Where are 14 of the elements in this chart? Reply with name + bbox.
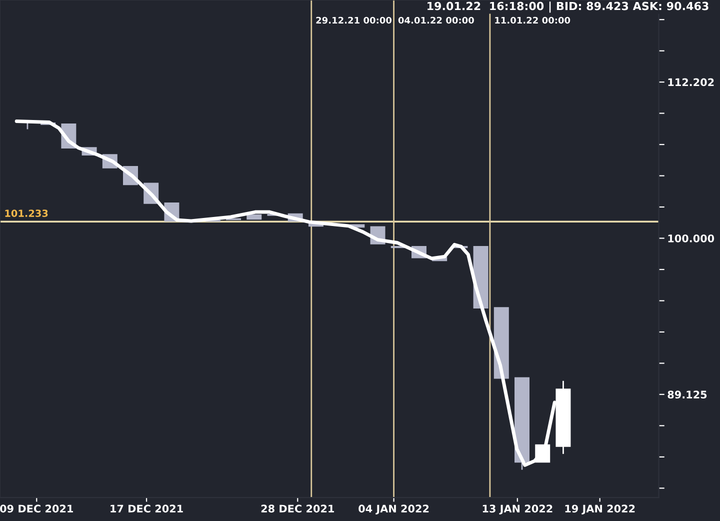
x-tick-label: 13 JAN 2022: [482, 504, 552, 514]
ref-line-label: 101.233: [5, 210, 48, 217]
y-tick-label: 112.202: [668, 78, 714, 86]
ref-line-label: 11.01.22 00:00: [495, 16, 570, 24]
y-tick-label: 100.000: [668, 234, 714, 242]
x-tick-label: 04 JAN 2022: [358, 504, 429, 514]
x-tick-label: 17 DEC 2021: [110, 504, 183, 513]
ref-line-label: 04.01.22 00:00: [398, 16, 474, 24]
x-tick-label: 28 DEC 2021: [261, 504, 334, 513]
ref-line-label: 29.12.21 00:00: [316, 16, 392, 24]
x-tick-label: 09 DEC 2021: [0, 504, 73, 513]
x-tick-label: 19 JAN 2022: [565, 504, 635, 514]
y-tick-label: 89.125: [668, 390, 707, 399]
chart-title: 19.01.22 16:18:00 | BID: 89.423 ASK: 90.463: [428, 2, 708, 13]
